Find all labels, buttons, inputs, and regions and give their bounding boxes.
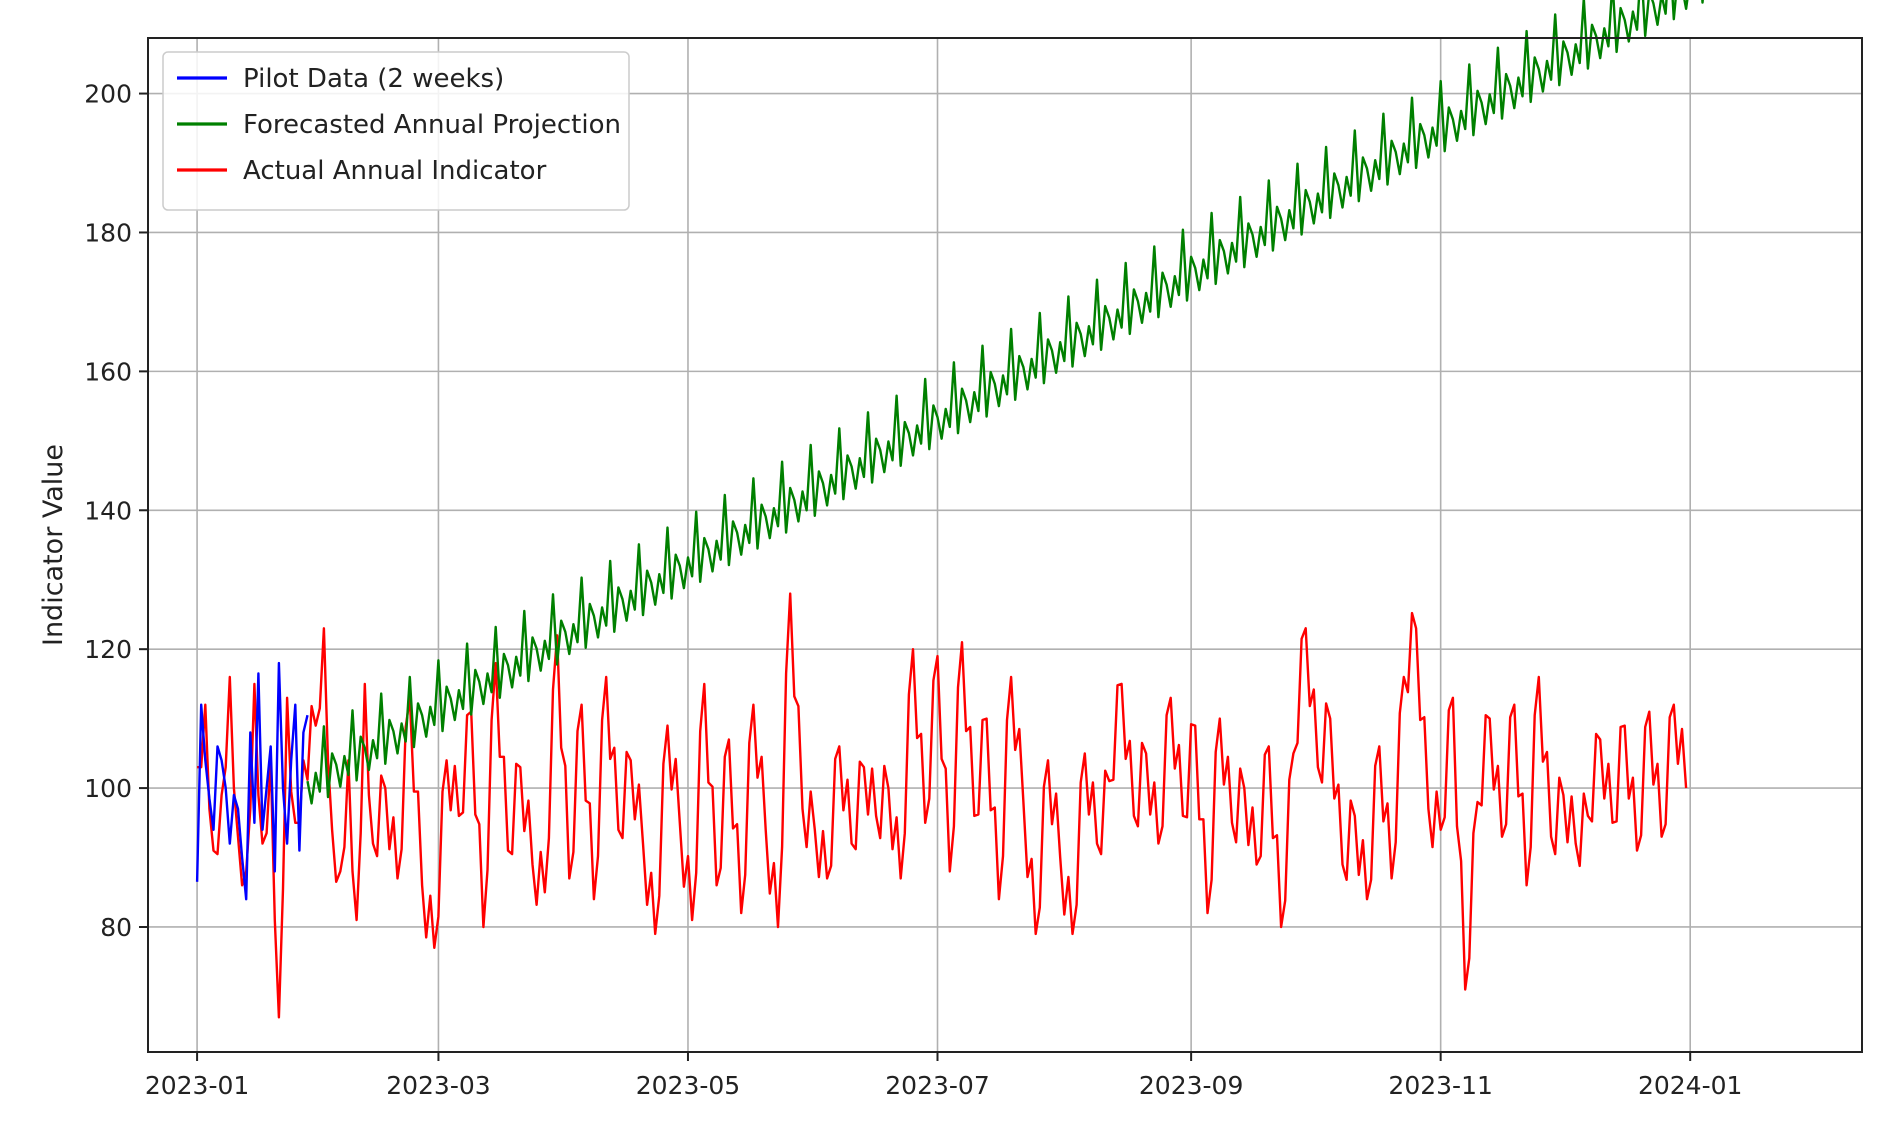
x-tick-label: 2023-09 bbox=[1139, 1071, 1243, 1100]
y-tick-label: 120 bbox=[84, 635, 132, 664]
axes-frame bbox=[147, 37, 1863, 1053]
y-tick-label: 200 bbox=[84, 80, 132, 109]
series-lines bbox=[195, 0, 1704, 1019]
y-tick-label: 140 bbox=[84, 496, 132, 525]
x-tick-label: 2023-05 bbox=[636, 1071, 740, 1100]
y-tick-label: 80 bbox=[100, 913, 132, 942]
legend-label: Actual Annual Indicator bbox=[243, 156, 547, 186]
legend-label: Pilot Data (2 weeks) bbox=[243, 64, 504, 94]
legend-label: Forecasted Annual Projection bbox=[243, 110, 621, 140]
axis-ticks: 2023-01 2023-03 2023-05 2023-07 2023-09 2023-… bbox=[84, 80, 1742, 1100]
x-tick-label: 2023-03 bbox=[386, 1071, 490, 1100]
y-axis-label: Indicator Value bbox=[38, 444, 69, 646]
series-line-forecast bbox=[306, 0, 1704, 805]
y-tick-label: 180 bbox=[84, 218, 132, 247]
legend: Pilot Data (2 weeks) Forecasted Annual Pr… bbox=[162, 51, 630, 211]
x-tick-label: 2023-01 bbox=[145, 1071, 249, 1100]
series-line-pilot-data bbox=[195, 661, 309, 901]
y-tick-label: 100 bbox=[84, 774, 132, 803]
legend-box bbox=[162, 51, 630, 211]
grid bbox=[148, 38, 1862, 1052]
y-tick-label: 160 bbox=[84, 357, 132, 386]
x-tick-label: 2023-11 bbox=[1388, 1071, 1492, 1100]
x-tick-label: 2023-07 bbox=[885, 1071, 989, 1100]
series-line-actual bbox=[197, 592, 1688, 1019]
x-tick-label: 2024-01 bbox=[1638, 1071, 1742, 1100]
